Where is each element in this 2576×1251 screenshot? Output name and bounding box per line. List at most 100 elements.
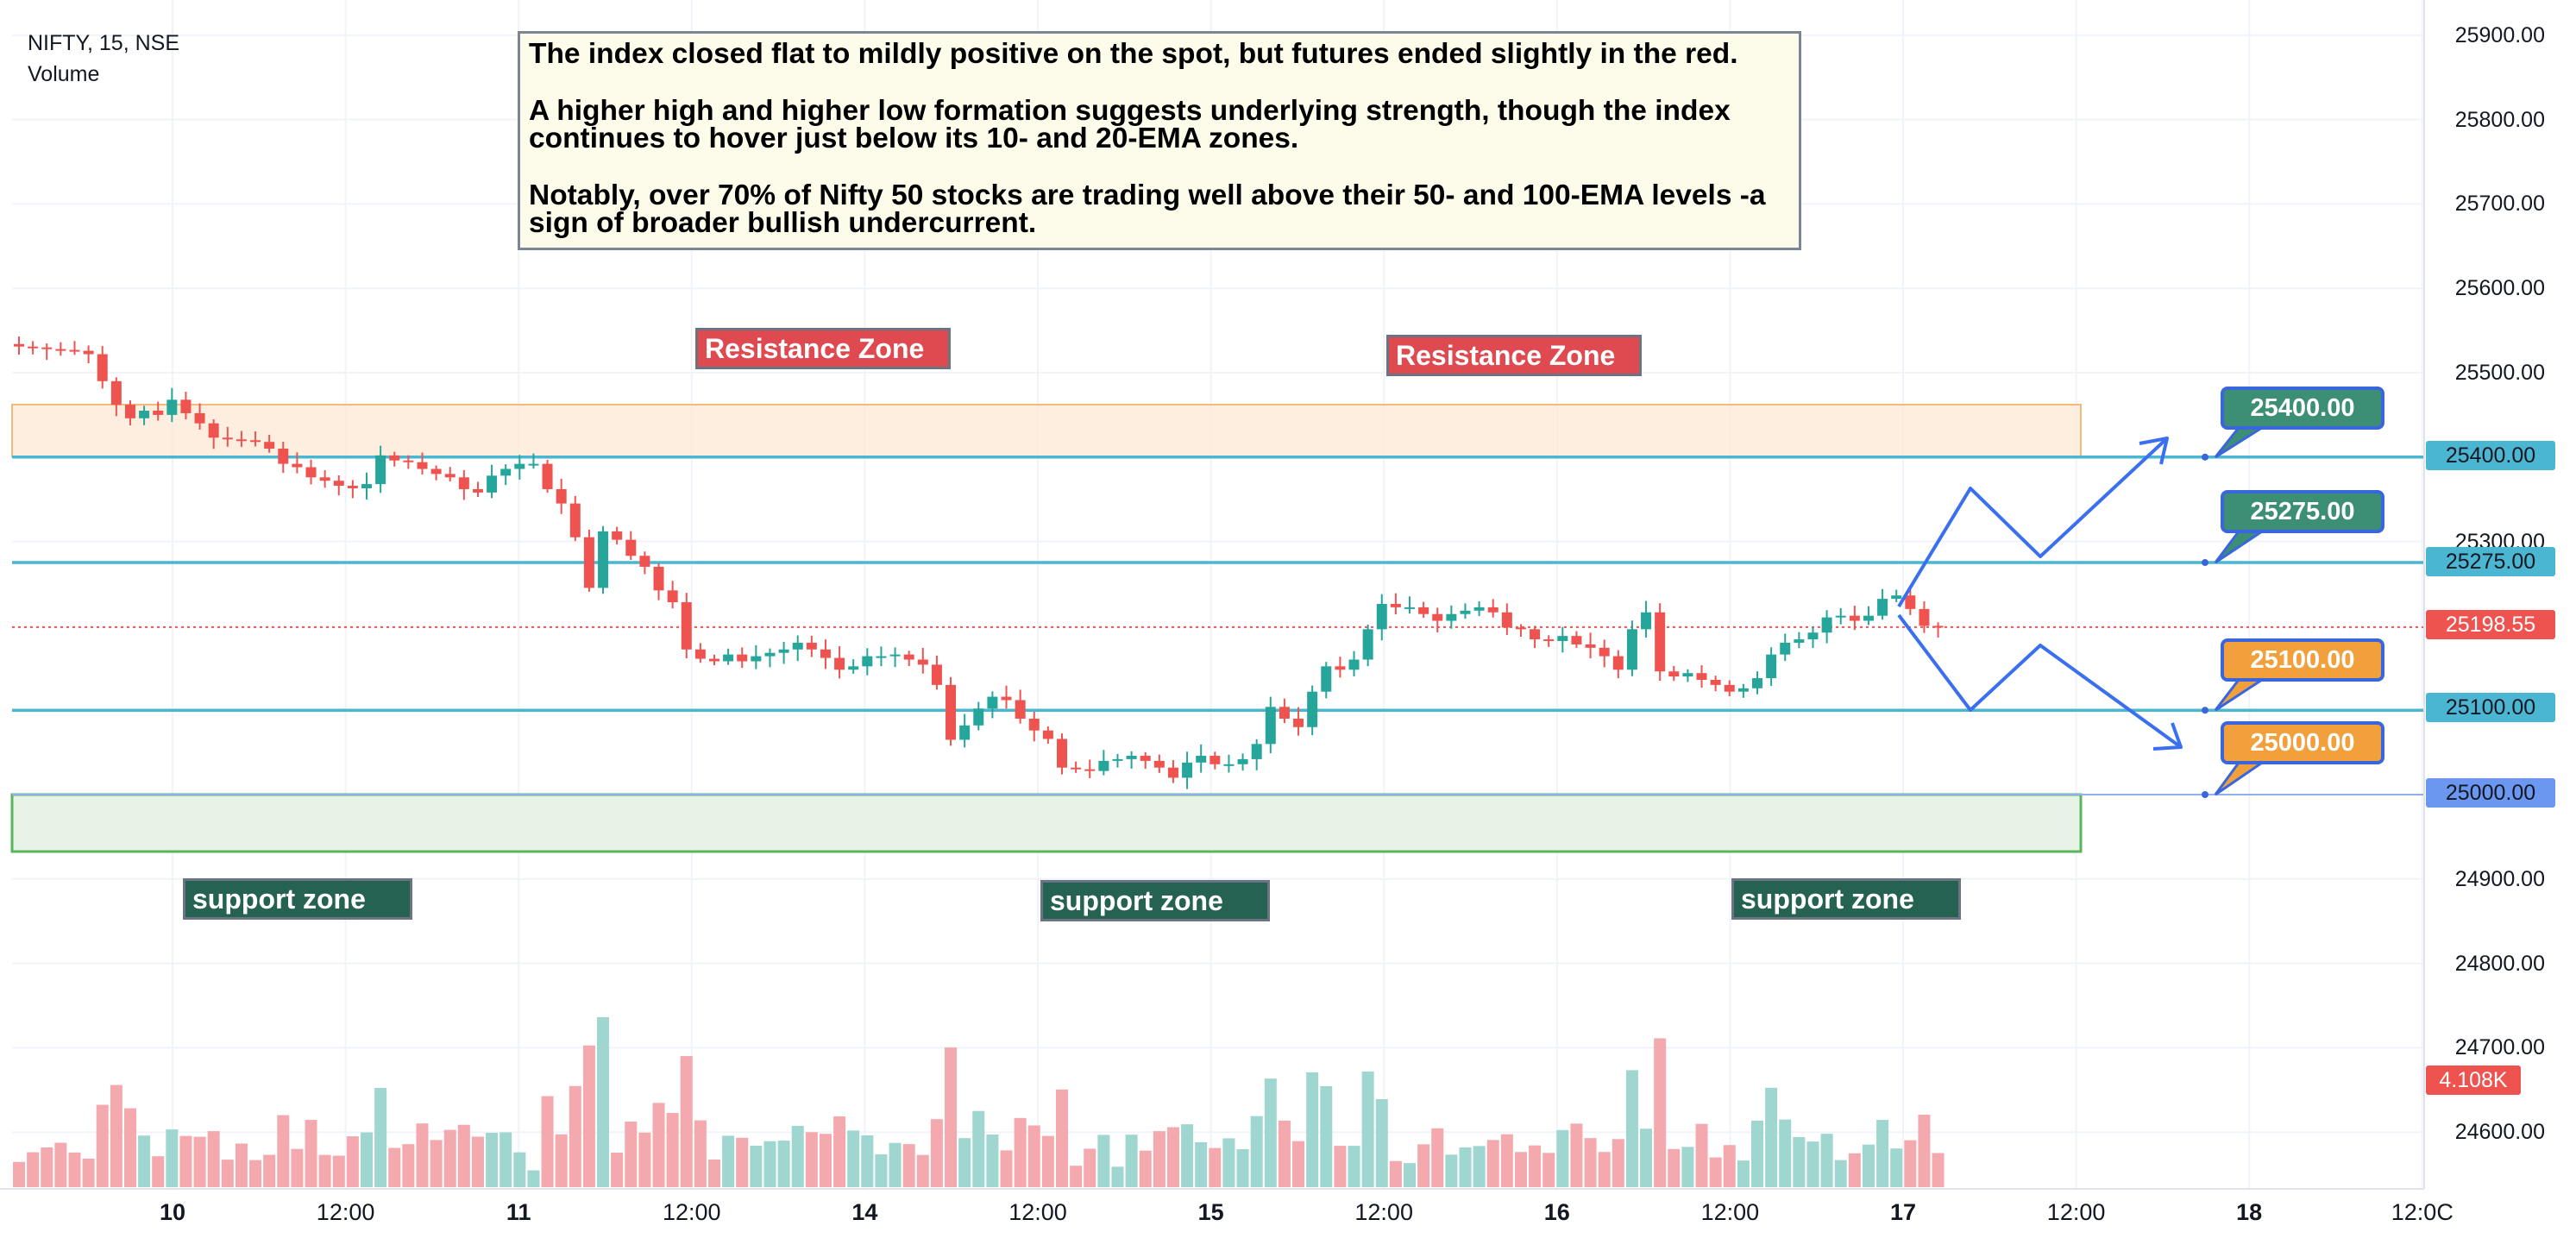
candle-body [751, 656, 762, 662]
price-axis-label-25400: 25400.00 [2426, 441, 2555, 470]
candle-body [375, 455, 386, 485]
volume-bar [958, 1138, 971, 1187]
candle-body [97, 354, 108, 381]
candle-body [1028, 718, 1040, 731]
volume-bar [902, 1144, 915, 1187]
candle-body [236, 439, 247, 442]
candle-body [1418, 607, 1429, 614]
volume-bar [805, 1132, 818, 1187]
candle-body [569, 503, 581, 537]
candle-body [834, 657, 845, 670]
candle-body [1209, 756, 1221, 764]
candle-body [361, 484, 372, 488]
volume-bar [221, 1160, 234, 1187]
candle-body [124, 405, 135, 418]
candle-body [1891, 595, 1902, 600]
candle-body [1543, 639, 1555, 642]
volume-bar [1625, 1070, 1638, 1187]
anchor-point [2202, 791, 2208, 798]
candle-body [681, 602, 692, 650]
candle-body [1098, 760, 1109, 771]
price-tick-label: 24600.00 [2454, 1120, 2545, 1145]
volume-bar [1709, 1157, 1722, 1187]
volume-bar [569, 1085, 581, 1187]
candle-body [1766, 654, 1777, 679]
candle-body [1752, 678, 1762, 688]
candle-body [487, 475, 498, 493]
volume-bar [1348, 1146, 1360, 1187]
candle-body [319, 477, 330, 481]
volume-bar [1209, 1147, 1222, 1187]
volume-bar [652, 1103, 665, 1187]
volume-bar [1598, 1152, 1611, 1187]
volume-bar [1514, 1152, 1527, 1187]
candle-body [1557, 636, 1568, 642]
volume-bar [1125, 1135, 1138, 1187]
volume-bar [555, 1134, 568, 1187]
volume-bar [1904, 1140, 1917, 1187]
candle-body [792, 642, 803, 650]
candle-body [806, 642, 817, 650]
volume-bar [680, 1056, 693, 1187]
volume-bar [332, 1155, 345, 1187]
candle-body [180, 399, 192, 413]
time-tick-label: 12:00 [663, 1199, 721, 1225]
candle-body [1599, 647, 1610, 657]
candle-body [1335, 666, 1346, 670]
volume-bar [736, 1137, 749, 1187]
candle-body [1641, 612, 1652, 630]
volume-bar [1876, 1120, 1889, 1187]
volume-bar [277, 1115, 290, 1187]
candle-body [41, 347, 53, 349]
candle-body [889, 654, 901, 657]
candle-body [764, 652, 776, 657]
candle-body [444, 474, 456, 478]
candle-body [653, 566, 664, 591]
volume-bar [1695, 1123, 1708, 1187]
candle-body [514, 463, 525, 469]
candle-body [1404, 607, 1415, 609]
volume-bar [638, 1132, 651, 1187]
volume-bar [1612, 1139, 1624, 1187]
resistance-zone-label: Resistance Zone [1386, 335, 1642, 376]
candle-body [417, 462, 428, 469]
volume-bar [1278, 1120, 1291, 1187]
candle-body [1487, 607, 1498, 613]
volume-bar [1041, 1135, 1054, 1187]
volume-bar [1375, 1099, 1388, 1187]
candle-body [1668, 671, 1680, 677]
candle-body [1265, 707, 1276, 745]
volume-bar [666, 1112, 679, 1187]
candle-body [1071, 767, 1082, 770]
volume-bar [1334, 1146, 1347, 1187]
candle-body [709, 658, 719, 662]
candle-body [1696, 673, 1707, 680]
volume-bar [1250, 1116, 1263, 1187]
candle-body [1153, 760, 1165, 768]
volume-bar [1417, 1144, 1430, 1187]
volume-bar [1473, 1146, 1486, 1187]
volume-bar [1793, 1136, 1806, 1187]
time-tick-label: 12:00 [316, 1199, 375, 1225]
volume-indicator-label[interactable]: Volume [28, 62, 100, 86]
volume-bar [27, 1152, 40, 1187]
candle-body [667, 590, 678, 603]
price-tick-label: 25500.00 [2454, 361, 2545, 385]
candle-body [1863, 615, 1874, 621]
candle-body [1919, 608, 1930, 626]
candle-body [1473, 607, 1485, 611]
candle-body [1807, 632, 1819, 640]
volume-bar [1654, 1038, 1667, 1187]
volume-bar [486, 1133, 499, 1187]
price-tick-label: 25600.00 [2454, 276, 2545, 301]
time-tick-label: 12:00 [1008, 1199, 1067, 1225]
candle-body [1251, 744, 1262, 759]
candle-body [28, 346, 39, 349]
volume-bar [82, 1158, 95, 1187]
volume-bars [13, 1016, 1945, 1187]
volume-bar [1640, 1128, 1653, 1187]
candle-body [639, 556, 650, 567]
volume-bar [402, 1144, 415, 1187]
target-callout-25275: 25275.00 [2221, 490, 2384, 533]
